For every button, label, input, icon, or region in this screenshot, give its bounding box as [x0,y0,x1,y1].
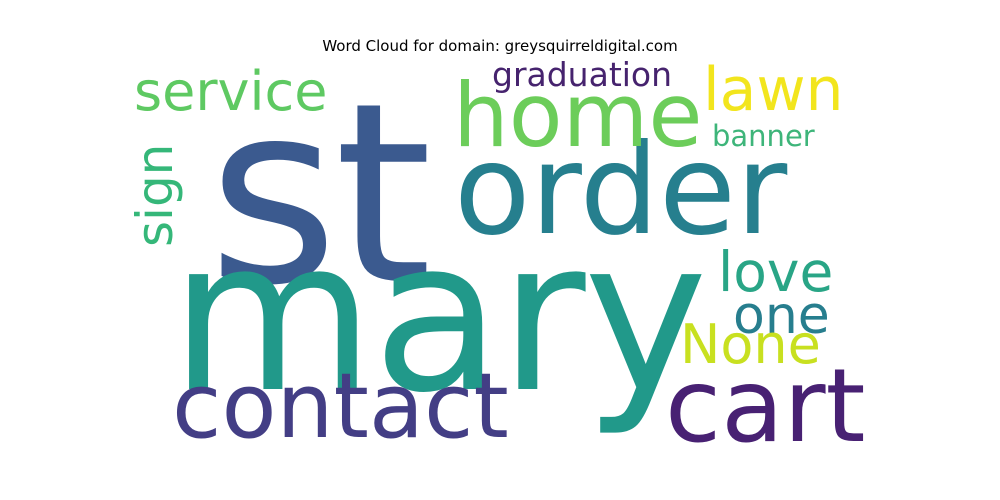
word-one: one [733,286,830,346]
word-banner: banner [712,119,815,153]
chart-title: Word Cloud for domain: greysquirreldigit… [322,37,678,55]
word-contact: contact [172,354,509,459]
word-st: st [208,49,432,340]
word-love: love [718,240,834,304]
word-none: None [680,313,821,376]
word-order: order [454,118,788,263]
word-graduation: graduation [492,55,673,94]
word-home: home [453,64,703,167]
word-sign: sign [126,143,184,247]
word-service: service [134,60,328,123]
word-lawn: lawn [703,55,844,125]
word-cart: cart [665,347,866,466]
word-mary: mary [170,194,708,439]
